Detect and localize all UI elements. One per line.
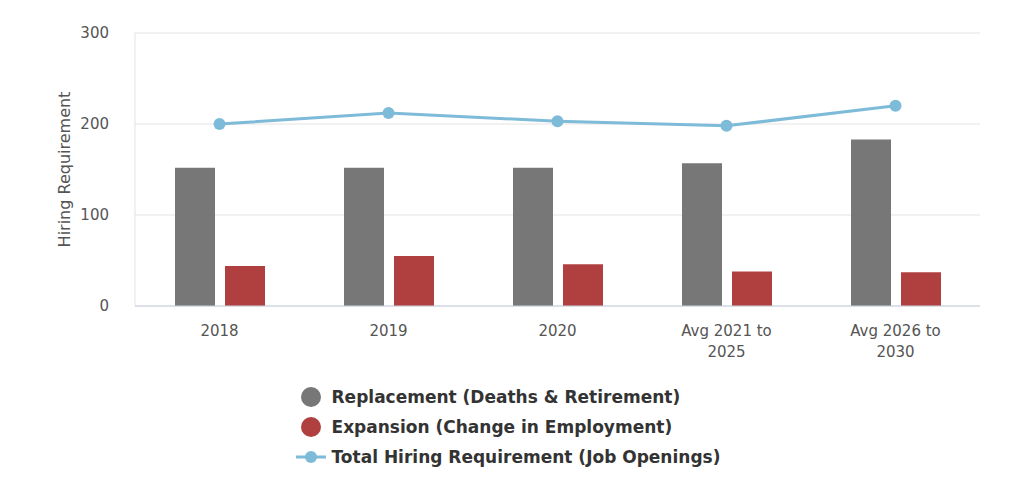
html-text:Expansion (Change in Employmen: Expansion (Change in Employment) <box>331 417 673 437</box>
svg-text:2019: 2019 <box>369 322 407 340</box>
html-text:Total Hiring Requirement (Job: Total Hiring Requirement (Job Openings) <box>331 447 721 467</box>
svg-text:100: 100 <box>80 206 109 224</box>
html-text:Replacement (Deaths & Retireme: Replacement (Deaths & Retirement) <box>331 387 681 407</box>
svg-text:200: 200 <box>80 115 109 133</box>
svg-text:0: 0 <box>99 297 109 315</box>
svg-text:2020: 2020 <box>538 322 576 340</box>
svg-text:2018: 2018 <box>200 322 238 340</box>
svg-text:Hiring Requirement: Hiring Requirement <box>55 92 74 248</box>
svg-text:Avg 2021 to2025: Avg 2021 to2025 <box>681 322 772 361</box>
svg-text:300: 300 <box>80 24 109 42</box>
svg-text:Avg 2026 to2030: Avg 2026 to2030 <box>850 322 941 361</box>
